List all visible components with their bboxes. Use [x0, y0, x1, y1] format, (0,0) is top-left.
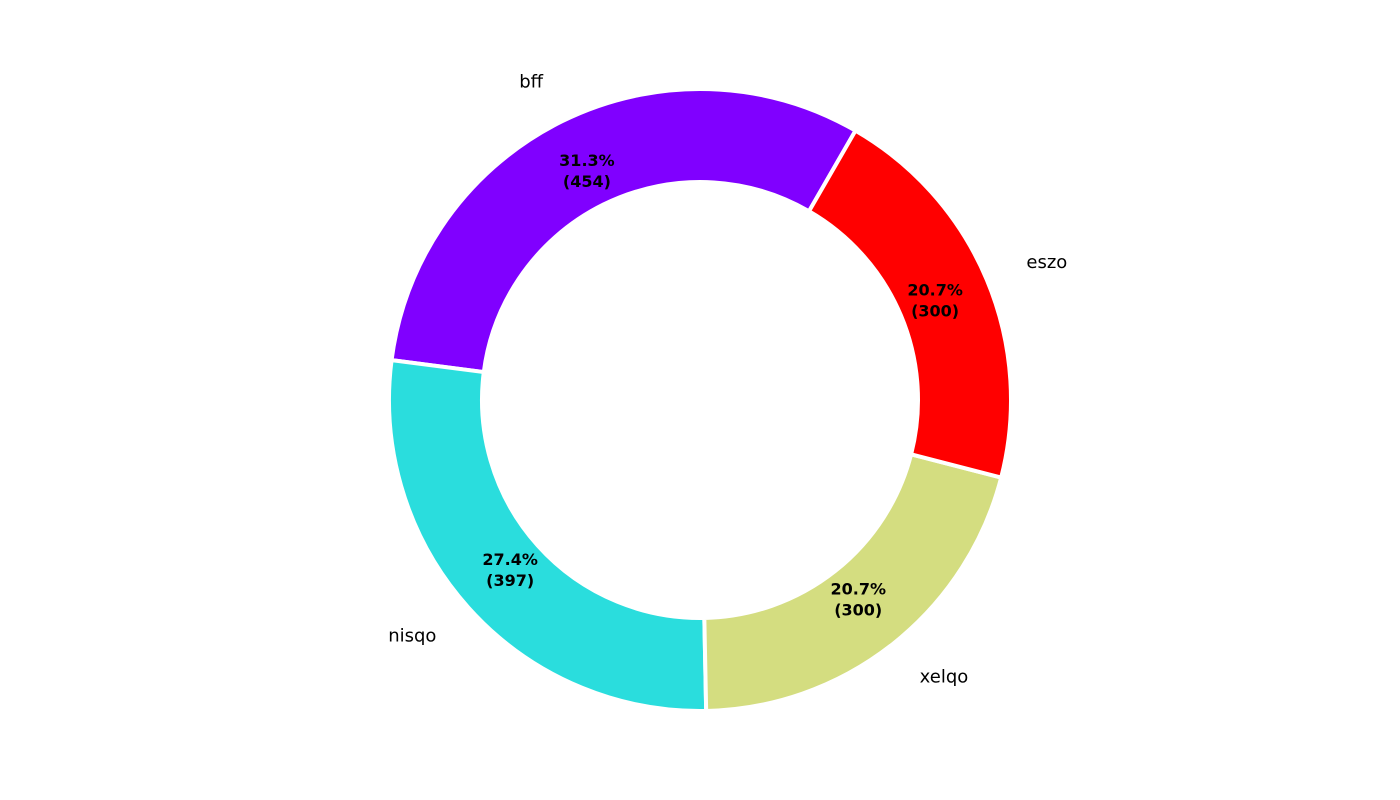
percent-label-bff: 31.3%	[559, 151, 615, 170]
category-label-nisqo: nisqo	[388, 625, 436, 646]
value-label-nisqo: (397)	[486, 571, 534, 590]
category-label-xelqo: xelqo	[920, 667, 969, 688]
percent-label-xelqo: 20.7%	[830, 579, 886, 598]
value-label-xelqo: (300)	[834, 600, 882, 619]
value-label-eszo: (300)	[911, 302, 959, 321]
percent-label-eszo: 20.7%	[907, 281, 963, 300]
slices-group	[387, 87, 1013, 713]
category-label-eszo: eszo	[1026, 252, 1067, 273]
slice-bff	[389, 87, 859, 375]
labels-group: bff 31.3% (454) nisqo 27.4% (397) xelqo 20.7% (3…	[388, 72, 1067, 688]
slice-eszo	[806, 127, 1013, 480]
slice-nisqo	[387, 357, 709, 713]
percent-label-nisqo: 27.4%	[482, 550, 538, 569]
value-label-bff: (454)	[563, 172, 611, 191]
category-label-bff: bff	[519, 72, 543, 93]
